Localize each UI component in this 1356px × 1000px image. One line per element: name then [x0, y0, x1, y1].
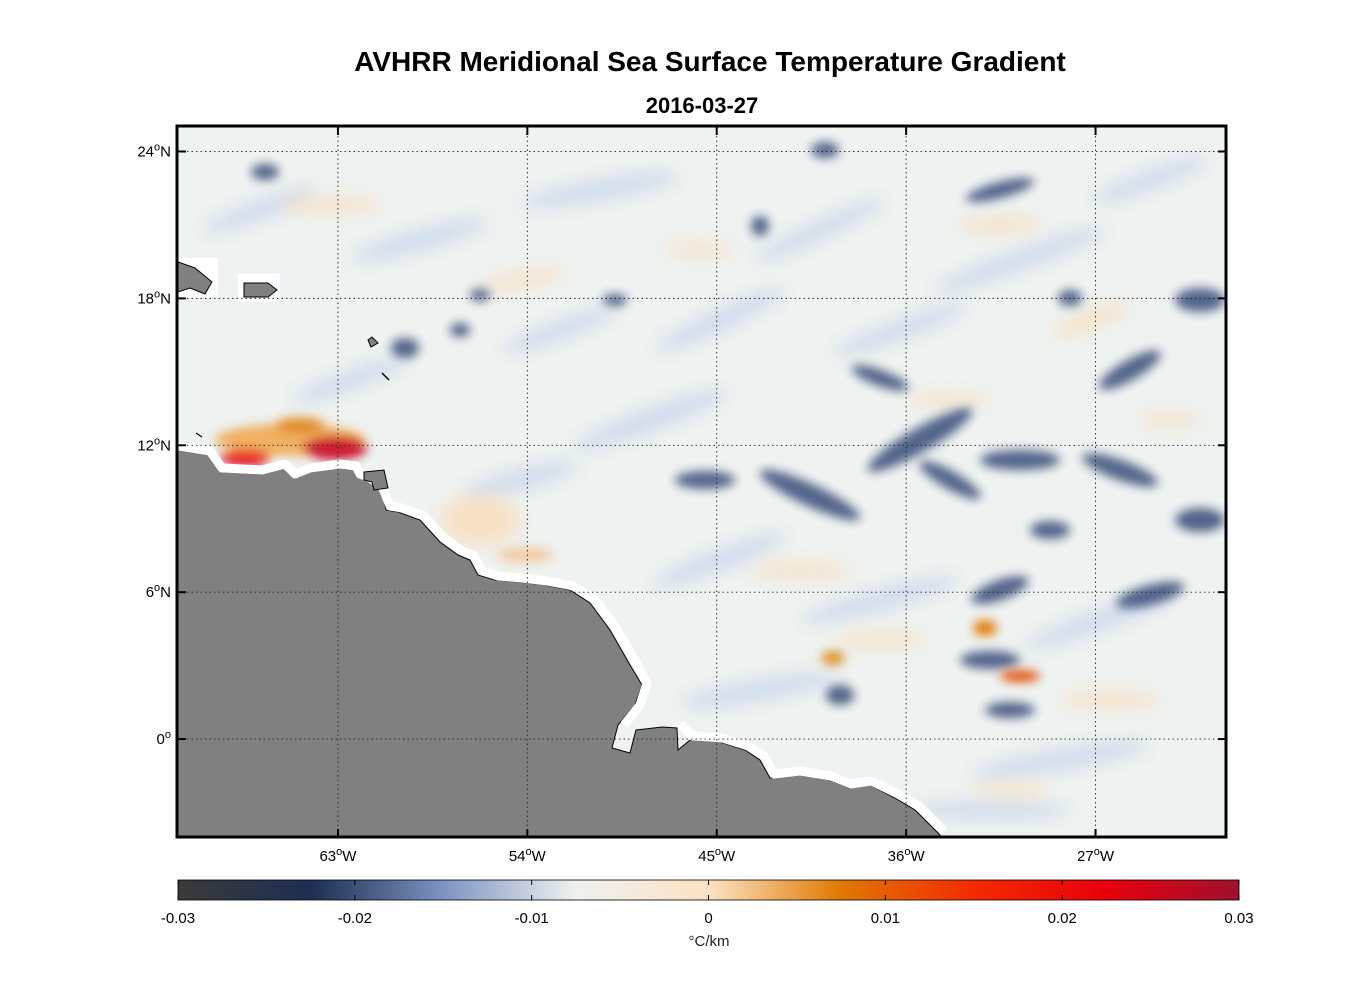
colorbar-tick-label: -0.01: [515, 910, 549, 927]
lon-tick-label: 54oW: [509, 846, 547, 865]
colorbar-tick-label: -0.03: [161, 910, 195, 927]
gradient-field: [203, 142, 1225, 818]
colorbar-tick-label: 0.03: [1224, 910, 1253, 927]
chart-title: AVHRR Meridional Sea Surface Temperature…: [354, 46, 1066, 77]
colorbar-tick-label: 0.01: [871, 910, 900, 927]
island-guadeloupe: [367, 336, 379, 348]
island-grenada: [195, 432, 203, 438]
lat-tick-label: 6oN: [146, 582, 171, 601]
lon-tick-label: 36oW: [888, 846, 926, 865]
colorbar-unit-label: °C/km: [688, 933, 730, 950]
colorbar-tick-label: 0.02: [1048, 910, 1077, 927]
island-martinique: [381, 372, 390, 381]
colorbar-tick-label: 0: [704, 910, 712, 927]
map-axis-ticks: 63oW 54oW 45oW 36oW 27oW 24oN 18oN 12oN 6oN 0o: [137, 127, 1226, 865]
chart-subtitle: 2016-03-27: [645, 93, 759, 118]
island-puerto-rico: [243, 282, 278, 298]
colorbar-tick-label: -0.02: [338, 910, 372, 927]
lat-tick-label: 12oN: [137, 435, 171, 454]
lon-tick-label: 27oW: [1077, 846, 1115, 865]
coastal-mask: [178, 441, 652, 728]
lat-tick-label: 0o: [157, 729, 171, 748]
colorbar-ticks: -0.03 -0.02 -0.01 0 0.01 0.02 0.03: [161, 880, 1254, 927]
island-hispaniola: [178, 261, 213, 295]
map-gridlines: [178, 127, 1226, 837]
lon-tick-label: 45oW: [698, 846, 736, 865]
island-trinidad: [363, 469, 389, 491]
map-frame: [175, 124, 1228, 839]
coastal-mask-east: [676, 720, 948, 835]
lon-tick-label: 63oW: [319, 846, 357, 865]
lat-tick-label: 24oN: [137, 141, 171, 160]
lat-tick-label: 18oN: [137, 288, 171, 307]
